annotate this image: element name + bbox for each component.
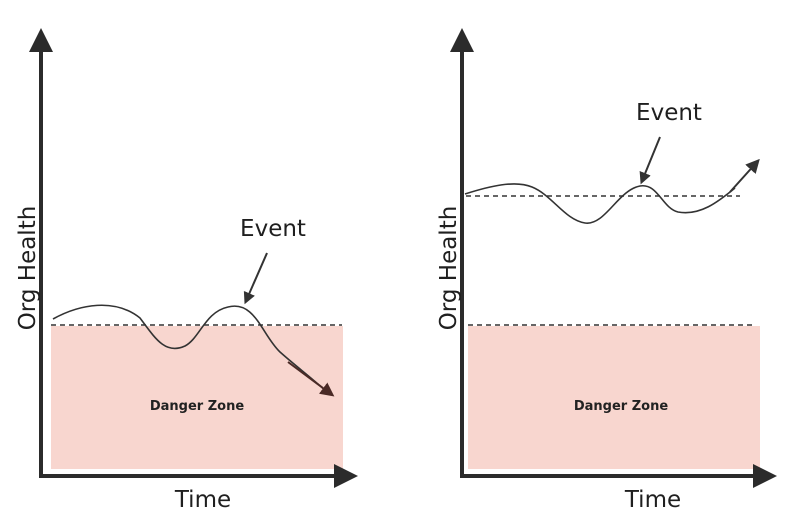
health-curve-declining — [52, 304, 329, 394]
y-axis-label: Org Health — [436, 206, 462, 331]
y-axis-label: Org Health — [15, 206, 41, 331]
decline-arrow-icon — [287, 361, 335, 397]
event-pointer-icon — [243, 252, 268, 305]
rise-arrow-icon — [729, 158, 760, 193]
x-axis-label: Time — [174, 487, 231, 513]
right-panel: Danger Zone Org Health Time Event — [436, 28, 777, 513]
left-panel: Danger Zone Org Health Time Event — [15, 28, 358, 513]
event-label: Event — [636, 100, 702, 126]
danger-zone-label: Danger Zone — [150, 399, 244, 414]
event-label: Event — [240, 216, 306, 242]
danger-zone-area — [468, 326, 760, 469]
health-curve-recovering — [464, 183, 736, 224]
danger-zone-area — [51, 326, 343, 469]
x-axis-label: Time — [624, 487, 681, 513]
danger-zone-label: Danger Zone — [574, 399, 668, 414]
event-pointer-icon — [639, 136, 661, 185]
